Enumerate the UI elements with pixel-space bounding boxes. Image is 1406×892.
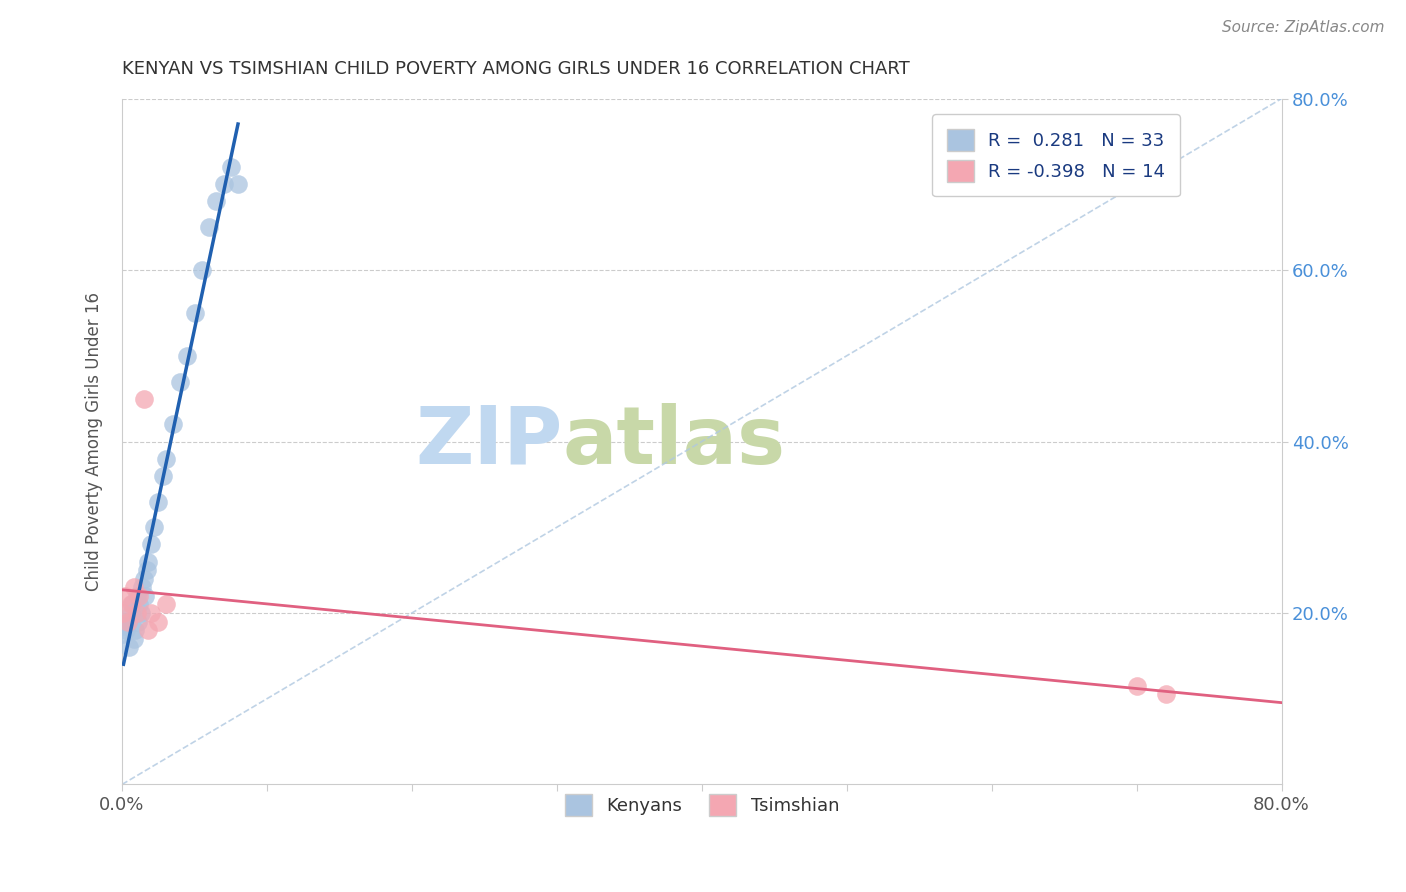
- Point: [139, 537, 162, 551]
- Point: [135, 563, 157, 577]
- Point: [152, 468, 174, 483]
- Point: [115, 623, 138, 637]
- Point: [114, 589, 136, 603]
- Legend: Kenyans, Tsimshian: Kenyans, Tsimshian: [557, 787, 846, 823]
- Point: [118, 640, 141, 655]
- Text: KENYAN VS TSIMSHIAN CHILD POVERTY AMONG GIRLS UNDER 16 CORRELATION CHART: KENYAN VS TSIMSHIAN CHILD POVERTY AMONG …: [122, 60, 910, 78]
- Point: [134, 589, 156, 603]
- Point: [129, 606, 152, 620]
- Point: [131, 580, 153, 594]
- Point: [122, 632, 145, 646]
- Point: [139, 606, 162, 620]
- Point: [128, 589, 150, 603]
- Point: [148, 615, 170, 629]
- Point: [121, 598, 143, 612]
- Point: [112, 606, 135, 620]
- Point: [226, 178, 249, 192]
- Point: [122, 580, 145, 594]
- Point: [120, 598, 142, 612]
- Point: [142, 520, 165, 534]
- Point: [117, 615, 139, 629]
- Point: [127, 615, 149, 629]
- Point: [212, 178, 235, 192]
- Point: [198, 220, 221, 235]
- Point: [219, 160, 242, 174]
- Point: [155, 598, 177, 612]
- Y-axis label: Child Poverty Among Girls Under 16: Child Poverty Among Girls Under 16: [86, 292, 103, 591]
- Point: [1154, 687, 1177, 701]
- Point: [155, 451, 177, 466]
- Text: Source: ZipAtlas.com: Source: ZipAtlas.com: [1222, 20, 1385, 35]
- Point: [183, 306, 205, 320]
- Point: [128, 598, 150, 612]
- Text: ZIP: ZIP: [415, 402, 562, 481]
- Point: [169, 375, 191, 389]
- Point: [117, 615, 139, 629]
- Point: [176, 349, 198, 363]
- Point: [136, 555, 159, 569]
- Point: [148, 494, 170, 508]
- Point: [120, 606, 142, 620]
- Text: atlas: atlas: [562, 402, 786, 481]
- Point: [205, 194, 228, 209]
- Point: [125, 606, 148, 620]
- Point: [124, 623, 146, 637]
- Point: [125, 589, 148, 603]
- Point: [114, 619, 136, 633]
- Point: [162, 417, 184, 432]
- Point: [112, 627, 135, 641]
- Point: [132, 392, 155, 406]
- Point: [1125, 679, 1147, 693]
- Point: [191, 263, 214, 277]
- Point: [132, 572, 155, 586]
- Point: [136, 623, 159, 637]
